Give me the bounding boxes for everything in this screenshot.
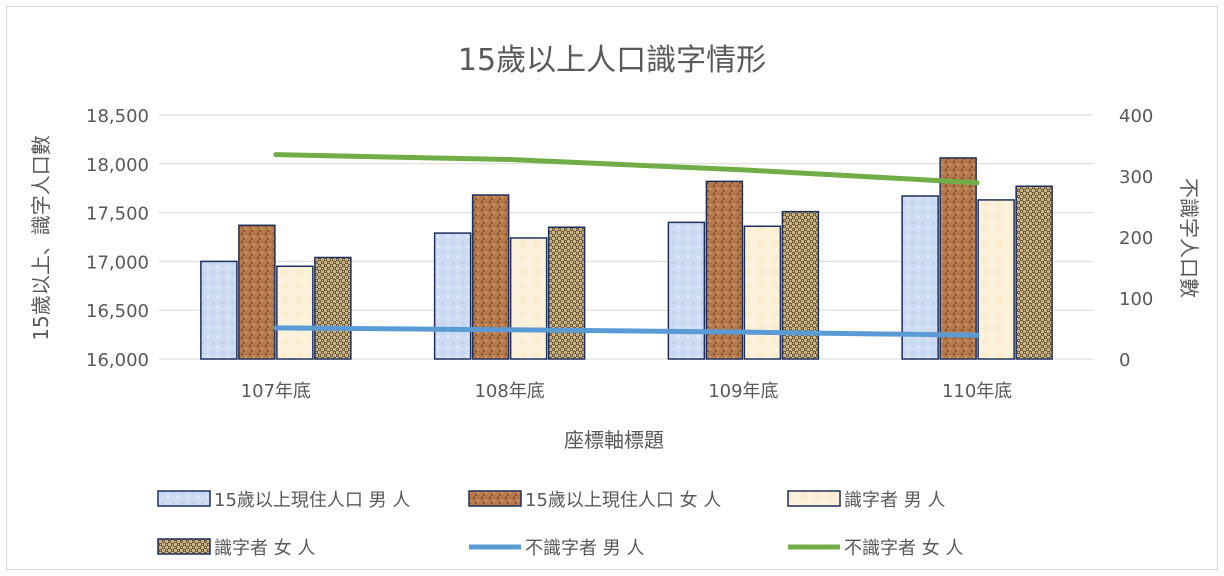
y2-tick-label: 0 — [1119, 350, 1130, 371]
legend-swatch — [787, 490, 841, 507]
bar — [939, 157, 977, 360]
bar — [433, 232, 472, 360]
y-tick-label: 17,000 — [86, 252, 149, 273]
bar — [314, 256, 352, 360]
x-axis-title: 座標軸標題 — [564, 428, 664, 452]
y-tick-label: 16,000 — [86, 350, 149, 371]
bar — [238, 224, 276, 360]
y2-tick-label: 400 — [1119, 106, 1153, 127]
legend-label: 15歲以上現住人口 男 人 — [214, 490, 410, 511]
line-series — [273, 152, 980, 338]
y-tick-label: 16,500 — [86, 301, 149, 322]
y2-axis-title: 不識字人口數 — [1177, 178, 1201, 298]
legend-swatch — [468, 490, 522, 507]
chart-title: 15歲以上人口識字情形 — [458, 43, 766, 78]
legend-swatch — [157, 538, 211, 555]
x-tick-label: 109年底 — [708, 381, 778, 402]
legend-label: 不識字者 男 人 — [525, 538, 644, 559]
x-tick-label: 107年底 — [241, 381, 311, 402]
bar — [667, 221, 706, 360]
x-tick-label: 110年底 — [942, 381, 1012, 402]
series-line — [273, 152, 980, 186]
x-tick-label: 108年底 — [474, 381, 544, 402]
legend-label: 識字者 男 人 — [844, 490, 945, 511]
legend-label: 15歲以上現住人口 女 人 — [525, 490, 721, 511]
y2-tick-label: 300 — [1119, 167, 1153, 188]
bar-series — [200, 157, 1053, 360]
y-tick-label: 18,500 — [86, 106, 149, 127]
legend-label: 識字者 女 人 — [214, 538, 315, 559]
y-tick-label: 18,000 — [86, 155, 149, 176]
bar — [743, 225, 782, 360]
bar — [509, 237, 548, 360]
bar — [471, 194, 510, 360]
legend-label: 不識字者 女 人 — [844, 538, 963, 559]
bar — [547, 226, 586, 360]
y2-axis-ticks: 0 100 200 300 400 — [1119, 106, 1153, 371]
bar — [1015, 185, 1053, 360]
y2-tick-label: 100 — [1119, 289, 1153, 310]
y-axis-title: 15歲以上、識字人口數 — [29, 135, 53, 340]
bar — [200, 260, 238, 360]
legend-swatch — [157, 490, 211, 507]
y2-tick-label: 200 — [1119, 228, 1153, 249]
bar — [781, 210, 820, 360]
x-axis-ticks: 107年底 108年底 109年底 110年底 — [241, 381, 1013, 402]
bar — [977, 199, 1015, 360]
bar — [276, 265, 314, 360]
y-axis-ticks: 16,000 16,500 17,000 17,500 18,000 18,500 — [86, 106, 149, 371]
y-tick-label: 17,500 — [86, 204, 149, 225]
series-line — [273, 325, 980, 338]
